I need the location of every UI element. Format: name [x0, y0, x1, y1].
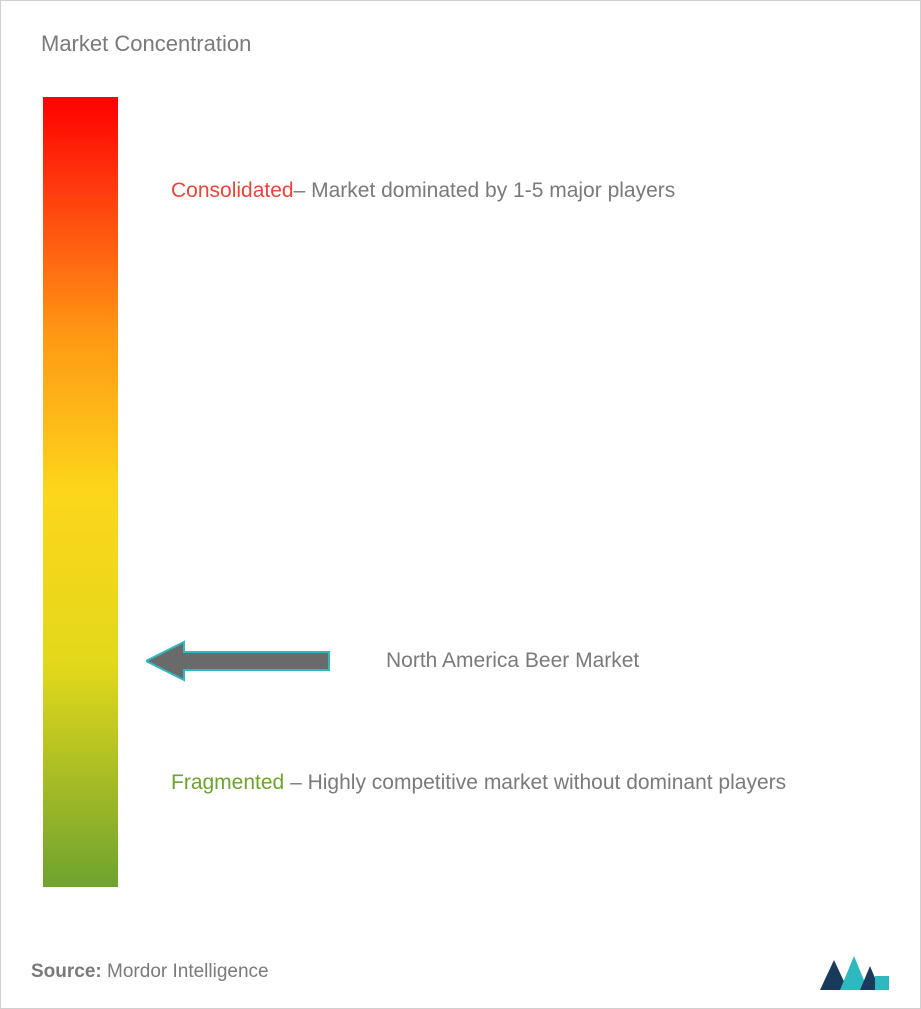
consolidated-annotation: Consolidated– Market dominated by 1-5 ma… [171, 175, 860, 207]
footer: Source: Mordor Intelligence [31, 954, 890, 990]
marker-label: North America Beer Market [386, 649, 639, 673]
marker-arrow-icon [146, 640, 331, 682]
source-value: Mordor Intelligence [102, 961, 269, 982]
consolidated-highlight: Consolidated [171, 179, 294, 202]
market-marker-row: North America Beer Market [146, 640, 639, 682]
source-label: Source: [31, 961, 102, 982]
fragmented-text: – Highly competitive market without domi… [284, 771, 786, 794]
fragmented-highlight: Fragmented [171, 771, 284, 794]
infographic-container: Market Concentration Consolidated– Marke… [0, 0, 921, 1009]
mordor-logo-icon [820, 954, 890, 990]
source-citation: Source: Mordor Intelligence [31, 961, 269, 983]
chart-title: Market Concentration [41, 31, 890, 57]
chart-area: Consolidated– Market dominated by 1-5 ma… [31, 97, 890, 907]
fragmented-annotation: Fragmented – Highly competitive market w… [171, 765, 860, 801]
consolidated-text: – Market dominated by 1-5 major players [294, 179, 676, 202]
concentration-gradient-bar [43, 97, 118, 887]
